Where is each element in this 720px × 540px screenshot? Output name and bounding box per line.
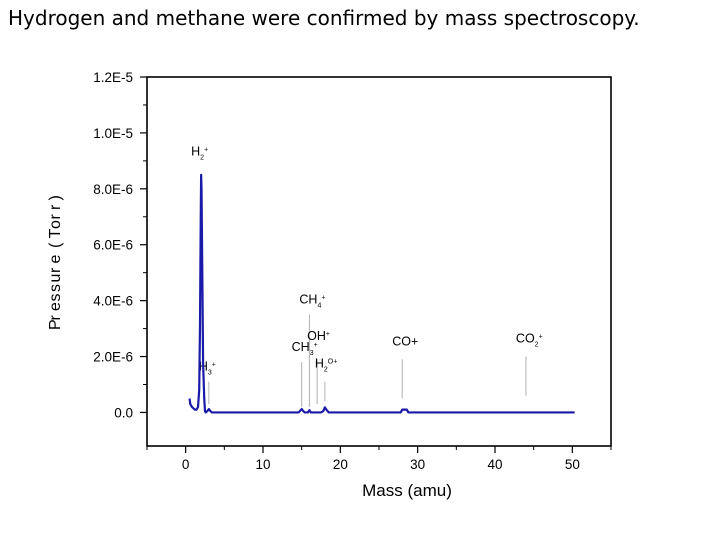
- x-tick-label: 10: [255, 457, 270, 472]
- x-tick-label: 50: [565, 457, 580, 472]
- y-axis-title-glyph: o: [47, 220, 64, 229]
- y-axis-title-glyph: r: [47, 267, 64, 273]
- y-axis-title-glyph: r: [47, 214, 64, 220]
- x-axis-title: Mass (amu): [362, 481, 452, 500]
- ion-label: CO2+: [516, 332, 543, 349]
- spectrum-line: [188, 173, 575, 414]
- y-tick-label: 4.0E-6: [93, 294, 133, 309]
- ion-label: CO+: [392, 334, 418, 348]
- ion-label: CH4+: [299, 292, 325, 309]
- y-axis-title-glyph: e: [47, 255, 64, 264]
- ion-label: H2O+: [315, 357, 337, 374]
- ion-label: H2+: [191, 144, 208, 161]
- y-axis-title-glyph: e: [47, 302, 64, 311]
- y-axis-title-glyph: s: [47, 284, 64, 292]
- y-axis-title-glyph: T: [47, 229, 64, 239]
- x-tick-label: 30: [410, 457, 425, 472]
- y-axis-title-glyph: s: [47, 294, 64, 302]
- y-axis-title-glyph: (: [47, 242, 64, 248]
- y-tick-label: 2.0E-6: [93, 350, 133, 365]
- x-tick-label: 0: [182, 457, 190, 472]
- y-tick-label: 1.2E-5: [93, 70, 133, 85]
- y-axis-title-glyph: ): [47, 195, 64, 200]
- y-tick-label: 1.0E-5: [93, 126, 133, 141]
- y-axis-title-glyph: u: [47, 274, 64, 283]
- plot-frame: [146, 76, 612, 447]
- ion-label: H3+: [199, 360, 216, 377]
- y-tick-label: 8.0E-6: [93, 182, 133, 197]
- y-tick-label: 0.0: [114, 405, 133, 420]
- x-tick-label: 20: [333, 457, 348, 472]
- ion-label: OH+: [307, 329, 330, 343]
- y-axis-title-glyph: r: [47, 315, 64, 321]
- y-axis-title-glyph: P: [47, 319, 64, 330]
- y-axis-title-glyph: r: [47, 204, 64, 210]
- ion-label: CH3+: [292, 340, 318, 357]
- x-tick-label: 40: [487, 457, 502, 472]
- y-tick-label: 6.0E-6: [93, 238, 133, 253]
- slide-title: Hydrogen and methane were confirmed by m…: [8, 6, 640, 30]
